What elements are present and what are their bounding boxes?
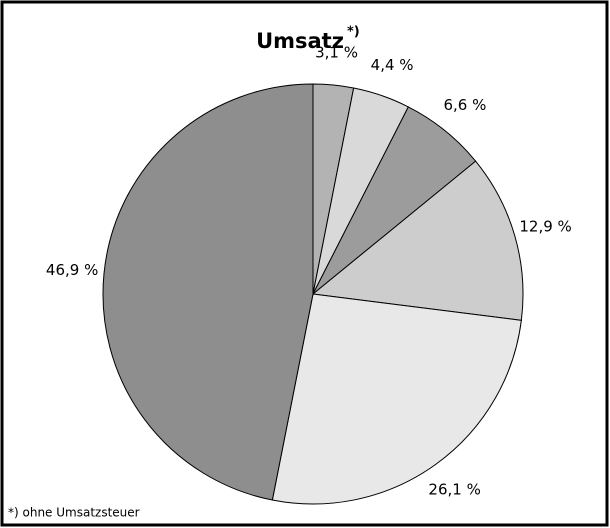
- pie-slice: [271, 293, 522, 505]
- slice-label: 3,1 %: [315, 44, 358, 62]
- title-marker: *): [347, 25, 360, 40]
- slice-label: 4,4 %: [371, 56, 414, 74]
- slice-label: 26,1 %: [428, 481, 480, 499]
- slice-label: 6,6 %: [443, 96, 486, 114]
- footnote: *) ohne Umsatzsteuer: [8, 506, 140, 520]
- pie-slice: [102, 83, 314, 501]
- chart-title: Umsatz: [256, 29, 344, 53]
- pie-slice: [311, 160, 524, 321]
- slice-label: 12,9 %: [519, 218, 571, 236]
- slice-label: 46,9 %: [46, 261, 98, 279]
